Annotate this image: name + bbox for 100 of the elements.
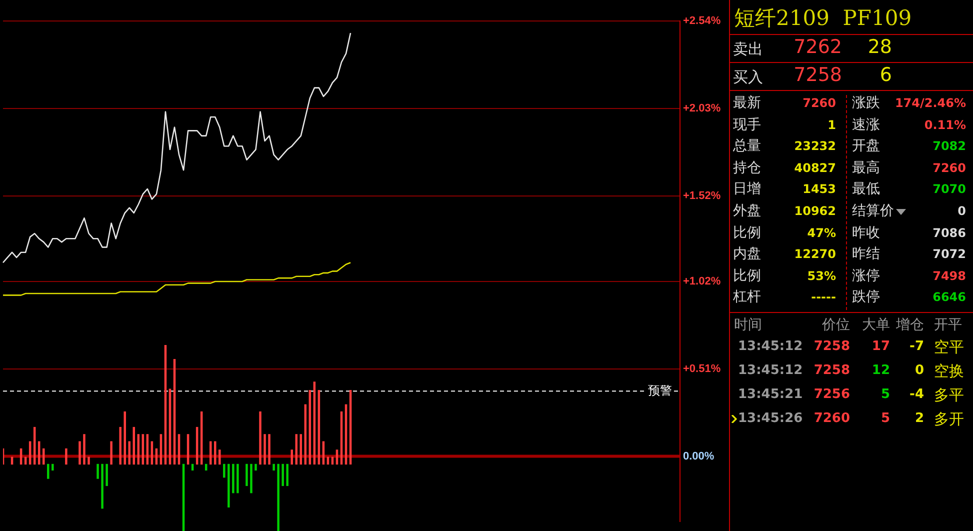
y-tick-label: +1.52%: [683, 190, 721, 202]
bar: [78, 441, 81, 465]
bar: [119, 426, 122, 465]
text: 0: [914, 362, 924, 380]
text: 开平: [934, 316, 963, 334]
bar: [10, 456, 14, 465]
bar: [295, 434, 298, 465]
bar: [218, 450, 221, 465]
text: 1: [826, 116, 836, 134]
bar: [246, 464, 248, 486]
text: 7258: [814, 363, 850, 378]
text: 现手: [733, 116, 762, 134]
text: 结算价: [852, 202, 894, 220]
y-tick-label: 0.00%: [683, 450, 714, 462]
text: 6646: [932, 289, 966, 306]
text: 7086: [932, 224, 966, 242]
text: 杠杆: [733, 288, 762, 306]
bar: [52, 464, 54, 471]
text: 时间: [734, 316, 763, 334]
text: 7260: [814, 411, 850, 426]
text: 23232: [793, 138, 836, 156]
text: 7082: [932, 138, 966, 156]
y-tick-label: +0.51%: [683, 362, 721, 375]
text: 40827: [793, 160, 836, 177]
text: 最低: [852, 180, 881, 198]
text: 1453: [802, 181, 836, 198]
y-tick-label: +2.03%: [683, 102, 721, 114]
bar: [286, 464, 288, 486]
text: 持仓: [733, 158, 762, 177]
y-tick-label: +1.02%: [683, 276, 721, 288]
text: 12: [870, 362, 890, 380]
bar: [264, 434, 266, 465]
bar: [128, 441, 131, 465]
text: 最新: [733, 94, 762, 112]
bar: [101, 464, 104, 509]
text: 外盘: [733, 202, 762, 220]
bar: [65, 448, 68, 465]
text: 短纤2109 PF109: [734, 5, 912, 32]
bar: [326, 456, 330, 465]
text: 13:45:12: [738, 339, 803, 354]
bar: [290, 450, 293, 465]
text: -7: [908, 338, 924, 356]
text: 47%: [806, 224, 836, 242]
text: 7258: [792, 64, 842, 86]
text: 28: [866, 36, 892, 58]
text: 比例: [733, 224, 762, 242]
text: 7258: [814, 339, 850, 354]
text: 5: [880, 410, 890, 428]
text: 空换: [934, 362, 965, 380]
bar: [47, 464, 50, 479]
text: 多开: [934, 410, 965, 428]
bar: [236, 464, 239, 494]
text: 买入: [733, 68, 764, 86]
text: 大单: [861, 316, 890, 334]
text: 0.11%: [923, 116, 966, 134]
bar: [331, 456, 334, 465]
text: 跌停: [852, 288, 881, 306]
text: 涨跌: [852, 95, 880, 111]
bar: [282, 464, 284, 486]
text: 10962: [793, 203, 836, 220]
text: 昨收: [852, 224, 881, 242]
text: 内盘: [733, 245, 762, 264]
text: -4: [908, 386, 924, 404]
bar: [254, 464, 257, 471]
text: 53%: [806, 268, 836, 285]
bar: [83, 434, 86, 465]
text: 比例: [733, 266, 762, 285]
bar: [277, 464, 280, 531]
bar: [110, 441, 112, 465]
text: 7070: [932, 181, 966, 198]
text: 涨停: [852, 266, 881, 285]
text: 开盘: [852, 137, 881, 156]
text: 0: [958, 204, 966, 218]
text: 6: [878, 64, 892, 86]
text: 最高: [852, 158, 881, 177]
bar: [124, 411, 126, 465]
text: 价位: [821, 316, 850, 334]
bar: [106, 464, 108, 486]
bar: [259, 411, 262, 465]
text: 7072: [932, 246, 966, 264]
text: 空平: [934, 338, 965, 356]
bar: [272, 464, 275, 471]
bar: [250, 464, 252, 494]
bar: [232, 464, 234, 494]
text: 7256: [814, 387, 850, 402]
text: 17: [870, 338, 890, 356]
text: 174/2.46%: [894, 95, 966, 112]
bar: [24, 456, 27, 465]
bar: [268, 434, 270, 465]
text: 7498: [932, 268, 966, 285]
text: 增仓: [895, 316, 924, 334]
bar: [96, 464, 99, 479]
text: 13:45:26: [738, 411, 803, 426]
bar: [42, 448, 45, 465]
text: 总量: [733, 137, 762, 156]
text: 昨结: [852, 245, 881, 264]
ref-line-label: 预警: [648, 383, 672, 398]
bar: [223, 464, 226, 478]
text: -----: [810, 289, 836, 306]
y-tick-label: +2.54%: [683, 15, 721, 28]
